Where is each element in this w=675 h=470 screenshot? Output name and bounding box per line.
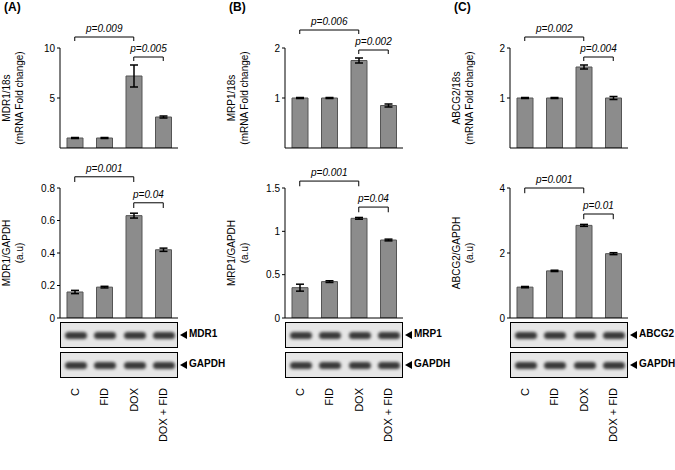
svg-text:C: C [519, 388, 531, 396]
svg-text:p=0.01: p=0.01 [582, 200, 614, 211]
svg-text:0: 0 [499, 313, 505, 324]
html-text:(C): (C) [454, 0, 471, 14]
svg-text:DOX + FID: DOX + FID [607, 388, 619, 442]
html-text:ABCG2/GAPDH: ABCG2/GAPDH [451, 216, 462, 290]
html-text:(A): (A) [4, 0, 21, 14]
svg-text:DOX: DOX [353, 387, 365, 412]
svg-text:p=0.002: p=0.002 [354, 36, 392, 47]
html-text:ABCG2/18s: ABCG2/18s [451, 71, 462, 125]
svg-text:FID: FID [323, 388, 335, 406]
svg-text:p=0.009: p=0.009 [85, 23, 123, 34]
svg-text:1: 1 [274, 226, 280, 237]
svg-text:0: 0 [274, 313, 280, 324]
html-text:(mRNA Fold change): (mRNA Fold change) [14, 51, 25, 145]
svg-text:DOX + FID: DOX + FID [382, 388, 394, 442]
html-text:ABCG2: ABCG2 [639, 328, 674, 339]
html-text:MRP1/GAPDH: MRP1/GAPDH [226, 219, 237, 287]
html-text:GAPDH: GAPDH [414, 358, 451, 369]
svg-text:C: C [69, 388, 81, 396]
html-text:MDR1: MDR1 [189, 328, 218, 339]
svg-text:0: 0 [49, 313, 55, 324]
svg-text:DOX + FID: DOX + FID [157, 388, 169, 442]
html-text:(mRNA Fold change): (mRNA Fold change) [464, 51, 475, 145]
svg-text:DOX: DOX [578, 387, 590, 412]
svg-text:2: 2 [499, 43, 505, 54]
html-text:(mRNA Fold change): (mRNA Fold change) [239, 51, 250, 145]
svg-text:4: 4 [499, 183, 505, 194]
svg-text:p=0.006: p=0.006 [310, 16, 348, 27]
svg-text:1: 1 [274, 93, 280, 104]
svg-text:0.8: 0.8 [41, 183, 55, 194]
svg-text:0.2: 0.2 [41, 280, 55, 291]
svg-text:1: 1 [499, 93, 505, 104]
html-text:GAPDH: GAPDH [639, 358, 675, 369]
html-text:MRP1: MRP1 [414, 328, 442, 339]
svg-text:p=0.001: p=0.001 [85, 163, 122, 174]
svg-text:10: 10 [44, 43, 56, 54]
svg-text:FID: FID [548, 388, 560, 406]
svg-text:FID: FID [98, 388, 110, 406]
svg-text:p=0.004: p=0.004 [579, 43, 617, 54]
svg-text:p=0.001: p=0.001 [310, 167, 347, 178]
svg-text:0.4: 0.4 [41, 248, 55, 259]
svg-text:p=0.005: p=0.005 [129, 43, 167, 54]
svg-text:C: C [294, 388, 306, 396]
svg-text:0.6: 0.6 [41, 215, 55, 226]
svg-text:0.5: 0.5 [266, 269, 280, 280]
svg-text:5: 5 [49, 93, 55, 104]
html-text:MRP1/18s: MRP1/18s [226, 74, 237, 122]
html-text:(a.u): (a.u) [239, 242, 250, 264]
svg-text:2: 2 [499, 248, 505, 259]
html-text:MDR1/GAPDH: MDR1/GAPDH [1, 219, 12, 287]
html-text:(a.u): (a.u) [464, 242, 475, 264]
svg-text:p=0.002: p=0.002 [535, 23, 573, 34]
svg-text:p=0.04: p=0.04 [357, 193, 389, 204]
svg-text:p=0.001: p=0.001 [535, 174, 572, 185]
svg-text:1.5: 1.5 [266, 183, 280, 194]
html-text:(B): (B) [229, 0, 246, 14]
svg-text:2: 2 [274, 43, 280, 54]
svg-text:p=0.04: p=0.04 [132, 189, 164, 200]
svg-text:DOX: DOX [128, 387, 140, 412]
html-text:(a.u): (a.u) [14, 242, 25, 264]
html-text:GAPDH: GAPDH [189, 358, 226, 369]
html-text:MDR1/18s: MDR1/18s [1, 74, 12, 122]
